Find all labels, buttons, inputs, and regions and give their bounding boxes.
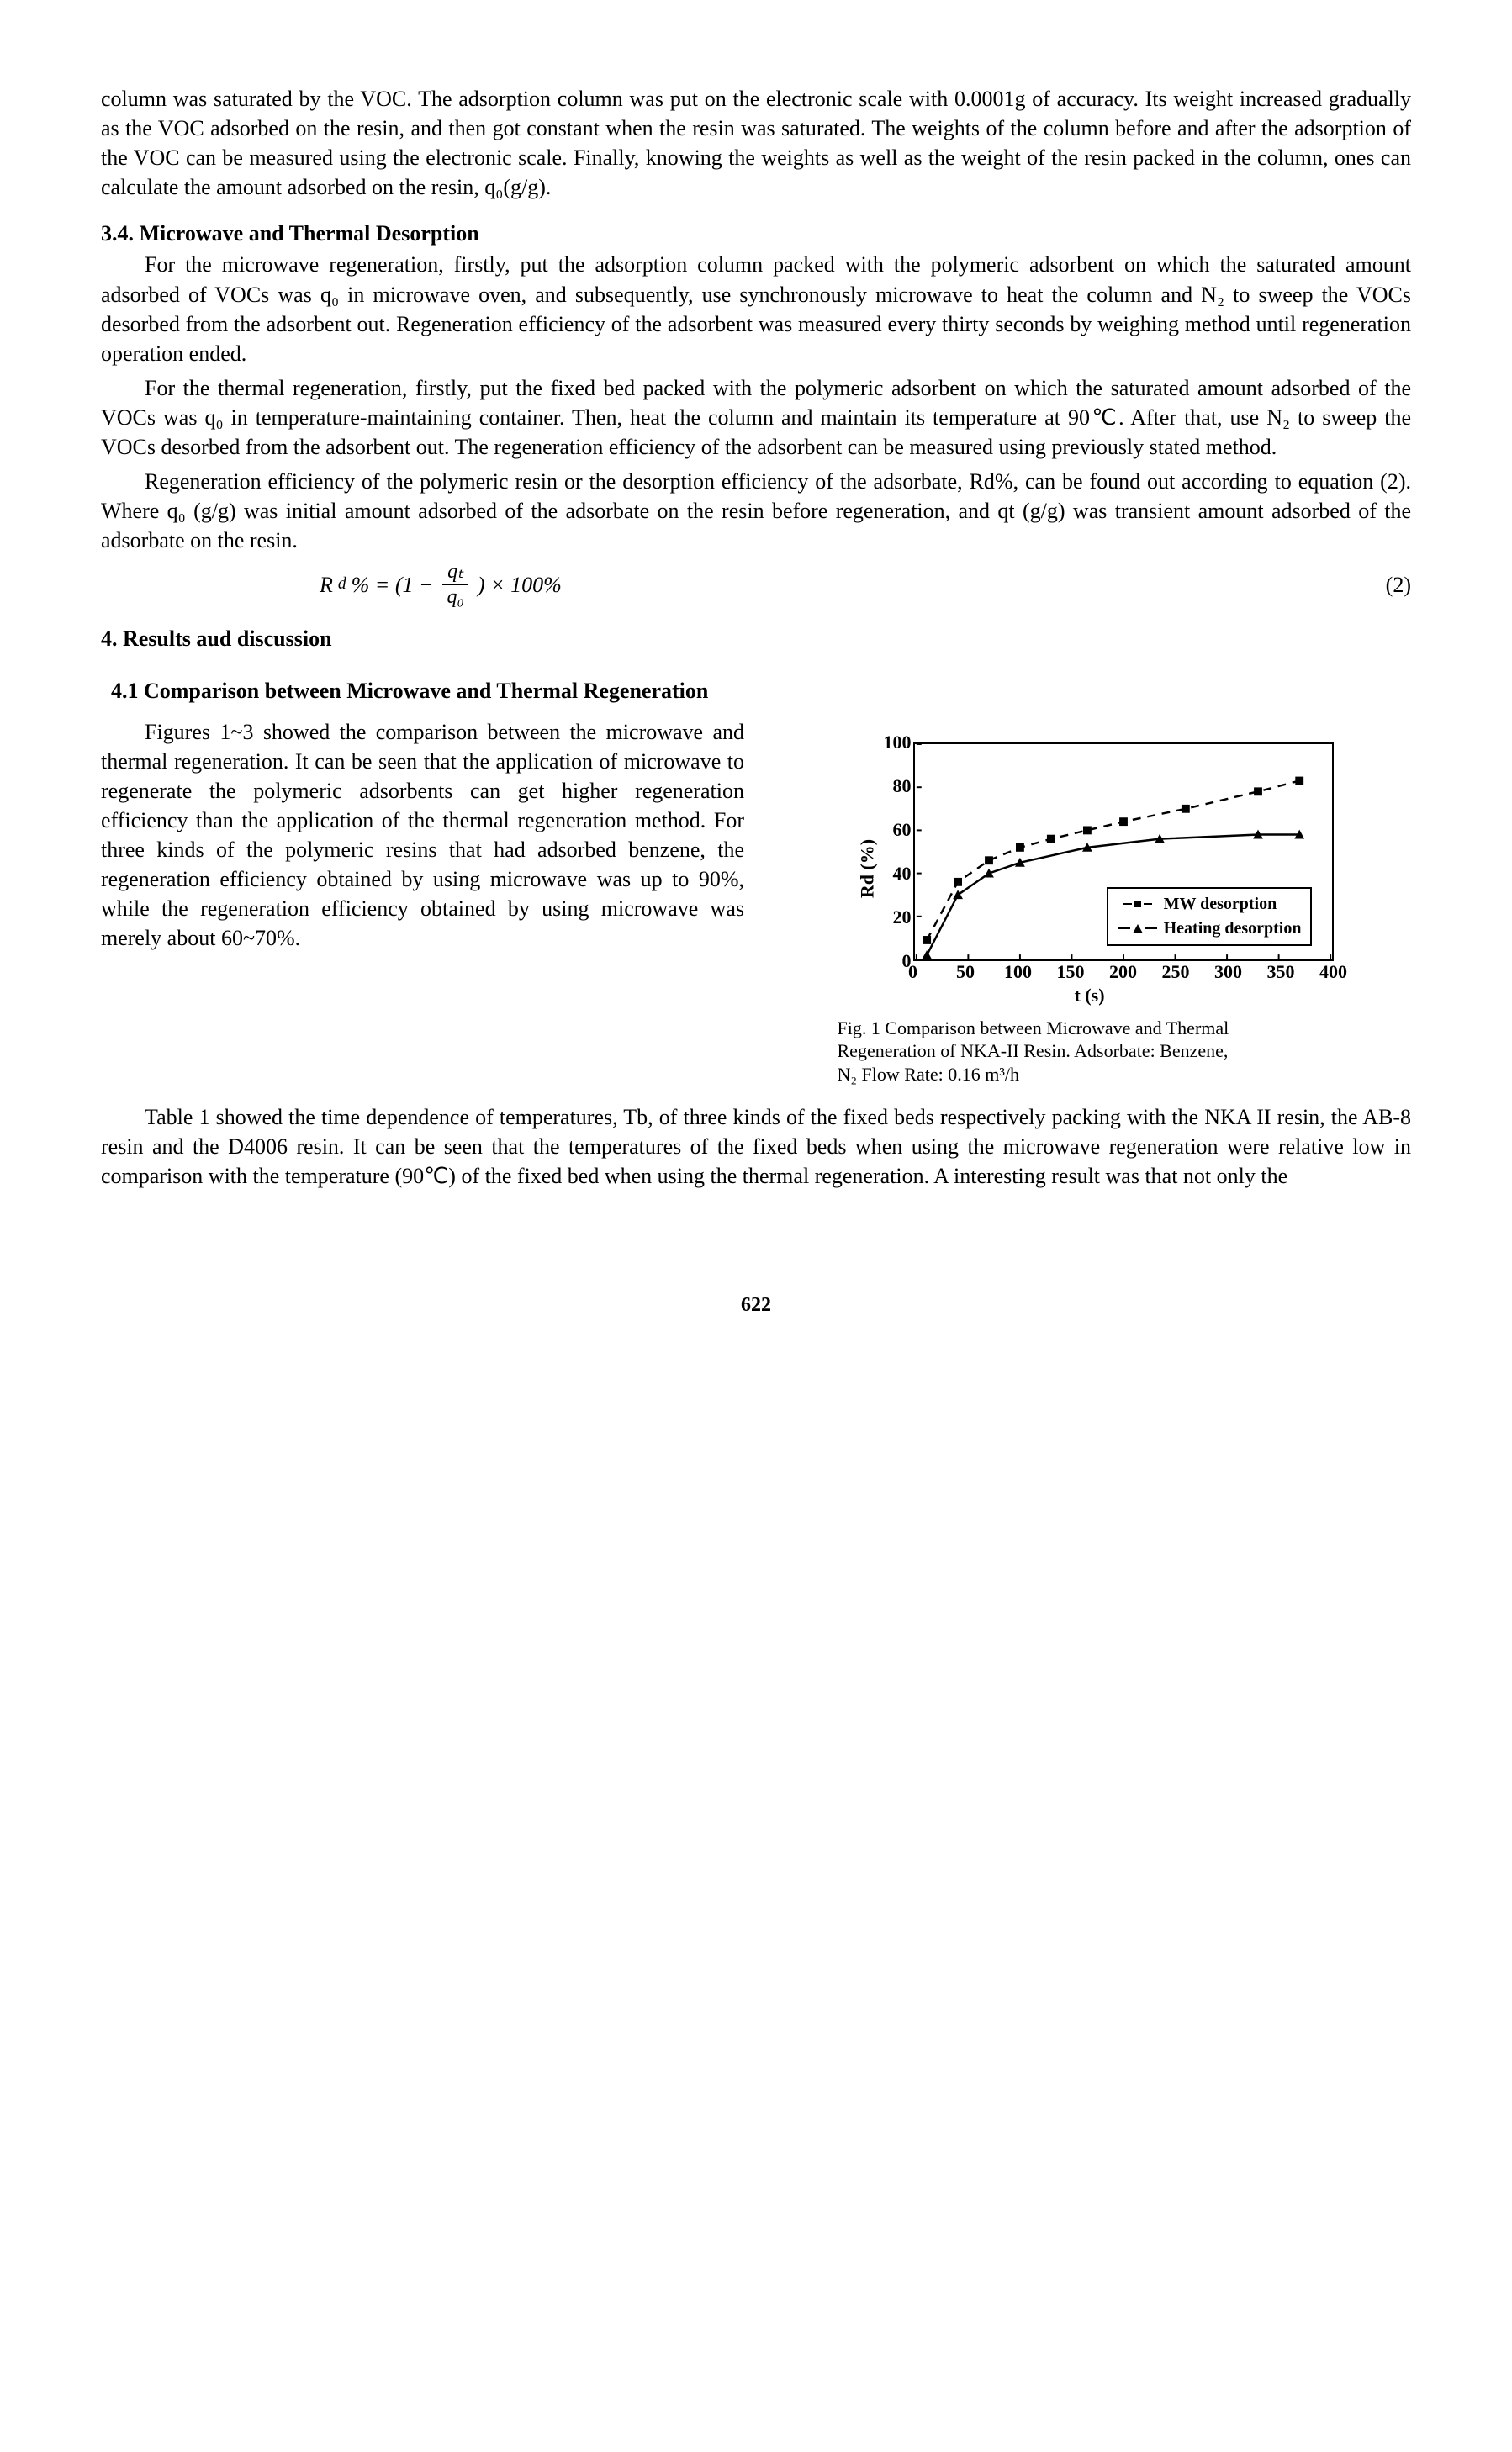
eq-frac-den: q₀ — [442, 585, 469, 607]
fig1-caption-line1: Fig. 1 Comparison between Microwave and … — [838, 1017, 1229, 1038]
figure-1-caption: Fig. 1 Comparison between Microwave and … — [838, 1017, 1342, 1086]
eq-rhs: ) × 100% — [478, 570, 562, 600]
chart-xtick: 300 — [1214, 959, 1242, 985]
chart-xlabel: t (s) — [1074, 983, 1104, 1008]
chart-ytick: 60 — [883, 817, 912, 843]
fig1-caption-line2: Regeneration of NKA-II Resin. Adsorbate:… — [838, 1040, 1229, 1061]
section-34-p1: For the microwave regeneration, firstly,… — [101, 250, 1411, 367]
section-41-title: 4.1 Comparison between Microwave and The… — [111, 676, 1411, 705]
chart-ytick: 100 — [883, 730, 912, 755]
section-34-p3: Regeneration efficiency of the polymeric… — [101, 467, 1411, 555]
chart-xtick: 50 — [956, 959, 975, 985]
legend-label-mw: MW desorption — [1164, 892, 1277, 917]
section-34-title: 3.4. Microwave and Thermal Desorption — [101, 219, 1411, 248]
section-34-p2: For the thermal regeneration, firstly, p… — [101, 373, 1411, 462]
chart-xtick: 0 — [908, 959, 917, 985]
section-4-title: 4. Results aud discussion — [101, 624, 1411, 653]
chart-ytick: 40 — [883, 861, 912, 886]
chart-ylabel: Rd (%) — [854, 838, 880, 897]
figure-1-chart: Rd (%) MW desorption Heating desorpt — [838, 734, 1342, 1003]
chart-xtick: 100 — [1004, 959, 1032, 985]
eq-lhs: R — [320, 570, 333, 600]
chart-ytick: 20 — [883, 905, 912, 930]
chart-xtick: 150 — [1057, 959, 1085, 985]
eq-number: (2) — [1361, 570, 1411, 600]
eq-lhs-sub: d — [338, 573, 346, 595]
chart-xtick: 250 — [1162, 959, 1190, 985]
legend-row-mw: MW desorption — [1117, 892, 1302, 917]
page-number: 622 — [101, 1292, 1411, 1318]
after-figure-paragraph: Table 1 showed the time dependence of te… — [101, 1102, 1411, 1191]
legend-marker-mw — [1117, 901, 1159, 907]
legend-label-heating: Heating desorption — [1164, 917, 1302, 941]
legend-marker-heating — [1117, 924, 1159, 933]
eq-frac-num: qₜ — [442, 562, 468, 585]
section-41-left-text: Figures 1~3 showed the comparison betwee… — [101, 717, 744, 954]
legend-row-heating: Heating desorption — [1117, 917, 1302, 941]
eq-fraction: qₜ q₀ — [442, 562, 469, 607]
chart-legend: MW desorption Heating desorption — [1107, 887, 1312, 946]
paragraph-intro: column was saturated by the VOC. The ads… — [101, 84, 1411, 202]
fig1-caption-line3: N₂ Flow Rate: 0.16 m³/h — [838, 1064, 1020, 1085]
equation-2: Rd % = (1 − qₜ q₀ ) × 100% (2) — [101, 562, 1411, 607]
chart-ytick: 80 — [883, 774, 912, 799]
chart-ytick: 0 — [883, 949, 912, 974]
chart-xtick: 400 — [1319, 959, 1347, 985]
chart-xtick: 200 — [1109, 959, 1137, 985]
chart-plot-area: MW desorption Heating desorption — [913, 742, 1334, 961]
chart-xtick: 350 — [1267, 959, 1295, 985]
eq-mid1: % = (1 − — [352, 570, 434, 600]
